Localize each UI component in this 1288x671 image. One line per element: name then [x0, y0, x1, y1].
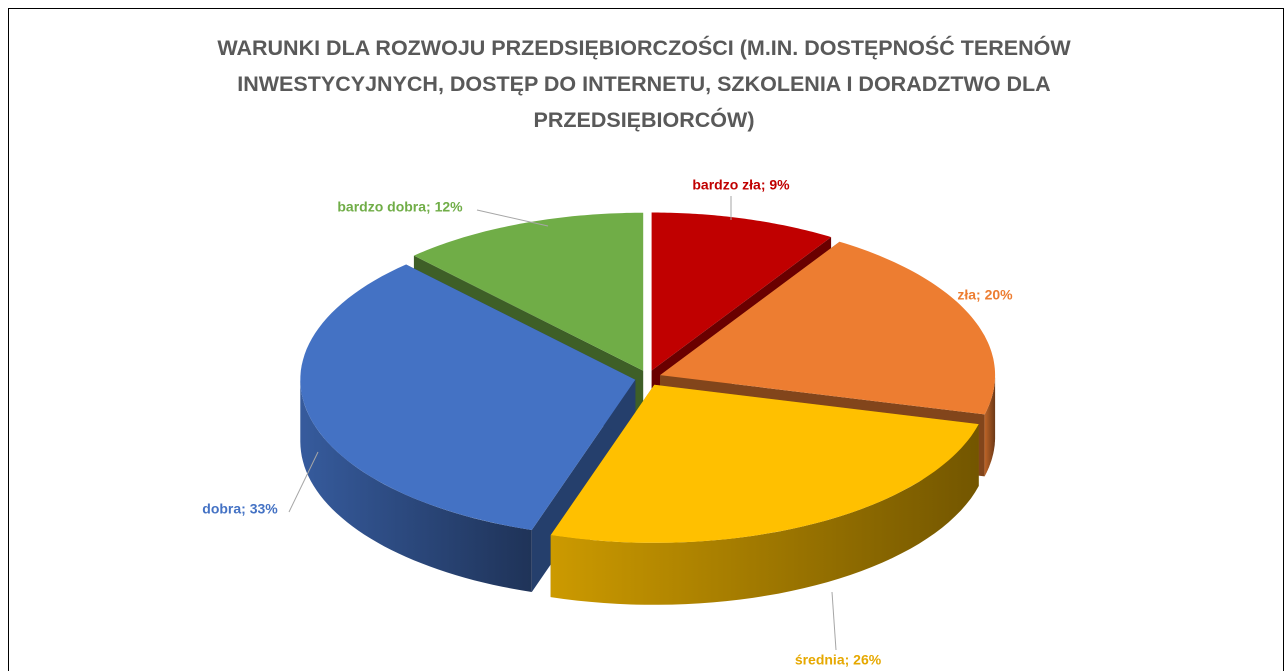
slice-wall — [984, 375, 996, 477]
data-label: bardzo dobra; 12% — [337, 199, 463, 215]
data-label: bardzo zła; 9% — [692, 177, 790, 193]
slice — [413, 212, 644, 371]
chart-title: WARUNKI DLA ROZWOJU PRZEDSIĘBIORCZOŚCI (… — [217, 36, 1071, 132]
data-label: dobra; 33% — [202, 501, 278, 517]
leader-line — [288, 451, 319, 513]
slice-wall — [550, 424, 979, 605]
chart-border — [8, 8, 1284, 671]
slice — [660, 241, 996, 415]
data-label: średnia; 26% — [795, 652, 882, 668]
data-label: zła; 20% — [957, 287, 1013, 303]
slice-wall — [300, 379, 532, 592]
leader-line — [476, 209, 549, 227]
leader-line — [831, 591, 837, 651]
slice — [300, 264, 636, 530]
slice — [651, 212, 832, 371]
slice — [550, 384, 979, 543]
